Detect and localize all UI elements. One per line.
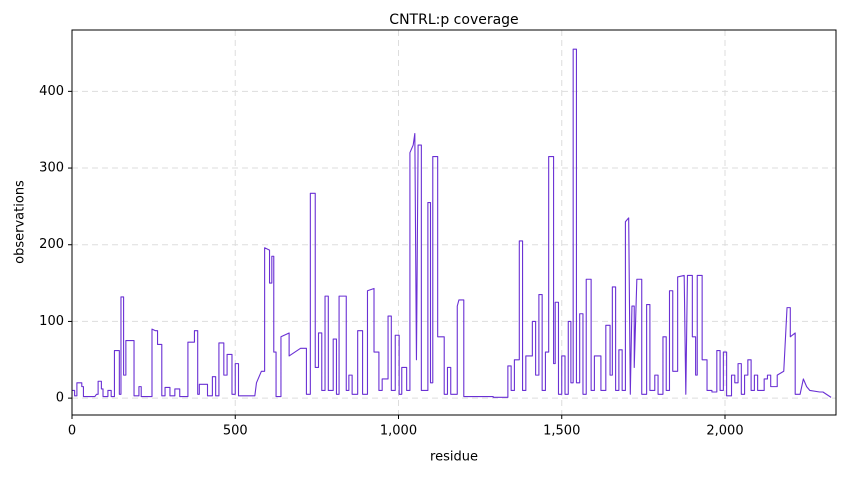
coverage-line [72,48,832,398]
x-tick-label: 2,000 [706,424,743,439]
y-axis-label: observations [13,180,28,264]
plot-frame [71,29,837,416]
x-tick-label: 1,000 [380,424,417,439]
y-tick-label: 300 [39,161,64,176]
y-tick-label: 0 [56,391,64,406]
y-tick-label: 100 [39,314,64,329]
chart-title: CNTRL:p coverage [389,12,518,28]
y-tick-label: 200 [39,237,64,252]
y-tick-label: 400 [39,84,64,99]
x-tick-label: 0 [68,424,76,439]
x-tick-label: 1,500 [543,424,580,439]
x-tick-label: 500 [223,424,248,439]
x-axis-label: residue [430,450,478,465]
